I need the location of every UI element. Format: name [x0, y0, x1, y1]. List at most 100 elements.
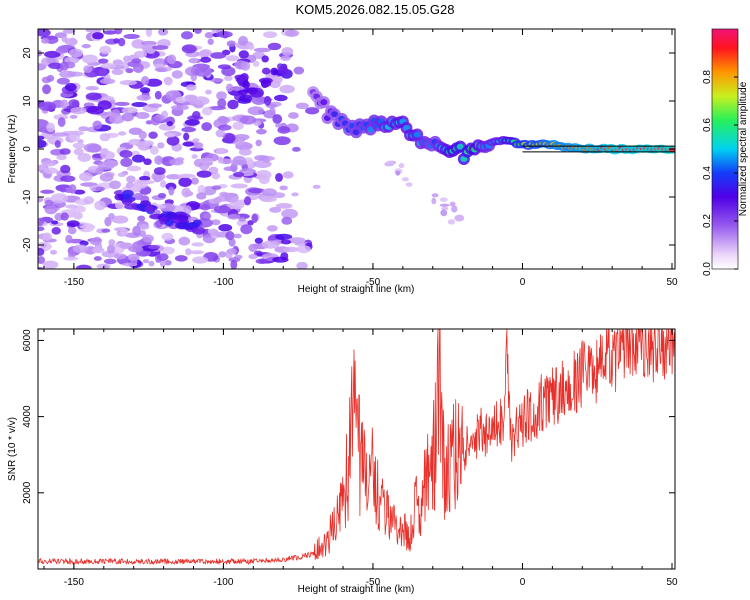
- spectrogram-noise-blob: [132, 225, 141, 236]
- snr-background: [38, 329, 675, 569]
- spectrogram-noise-blob: [211, 219, 221, 226]
- spectrogram-noise-blob: [114, 253, 127, 260]
- spectrogram-signal-core: [402, 124, 410, 131]
- spectrogram-ytick-label: 10: [22, 95, 33, 107]
- spectrogram-noise-blob: [100, 150, 115, 160]
- spectrogram-noise-blob: [111, 215, 129, 224]
- spectrogram-noise-blob: [57, 117, 66, 127]
- spectrogram-noise-blob: [157, 29, 169, 36]
- spectrogram-noise-blob: [120, 157, 133, 168]
- spectrogram-noise-blob: [154, 155, 163, 165]
- spectrogram-noise-blob: [135, 111, 150, 119]
- spectrogram-noise-blob: [209, 77, 224, 83]
- spectrogram-noise-blob: [121, 107, 138, 114]
- spectrogram-noise-blob: [131, 39, 145, 49]
- spectrogram-tail-blob: [405, 182, 413, 187]
- spectrogram-noise-blob: [150, 115, 161, 126]
- spectrogram-noise-blob: [192, 256, 209, 264]
- spectrogram-noise-blob: [178, 236, 191, 246]
- spectrogram-tail-blob: [451, 205, 458, 213]
- spectrogram-noise-blob: [226, 202, 245, 210]
- snr-ytick-label: 6000: [22, 329, 33, 352]
- spectrogram-ytick-label: -20: [22, 237, 33, 252]
- spectrogram-tail-blob: [431, 197, 437, 205]
- spectrogram-noise-blob: [164, 259, 172, 266]
- spectrogram-noise-blob: [91, 247, 105, 254]
- spectrogram-noise-blob: [42, 260, 59, 269]
- spectrogram-noise-blob: [41, 37, 50, 44]
- snr-plot-area: [38, 329, 675, 566]
- spectrogram-noise-blob: [104, 258, 117, 265]
- spectrogram-noise-blob: [217, 124, 232, 131]
- spectrogram-noise-blob: [129, 185, 142, 193]
- spectrogram-noise-blob: [193, 142, 204, 149]
- spectrogram-noise-blob: [225, 55, 240, 62]
- spectrogram-noise-blob: [142, 234, 154, 243]
- spectrogram-noise-blob: [70, 106, 87, 115]
- spectrogram-noise-blob: [281, 208, 299, 219]
- spectrogram-noise-blob: [247, 106, 265, 116]
- spectrogram-noise-blob: [199, 49, 212, 57]
- spectrogram-noise-blob: [275, 172, 283, 182]
- spectrogram-noise-blob: [104, 216, 112, 227]
- spectrogram-noise-blob: [137, 179, 155, 185]
- spectrogram-noise-blob: [240, 61, 251, 71]
- spectrogram-signal-core: [456, 143, 464, 150]
- spectrogram-noise-blob: [266, 225, 278, 232]
- spectrogram-noise-blob: [75, 264, 92, 269]
- spectrogram-noise-blob: [82, 54, 98, 64]
- spectrogram-noise-blob: [43, 167, 58, 174]
- spectrogram-noise-blob: [79, 224, 96, 230]
- colorbar-tick-label: 0.6: [702, 118, 713, 132]
- spectrogram-band-blob: [175, 221, 191, 230]
- spectrogram-noise-blob: [149, 145, 159, 155]
- spectrogram-noise-blob: [63, 256, 79, 261]
- spectrogram-cluster-blob: [263, 95, 272, 106]
- spectrogram-band-blob: [191, 226, 206, 235]
- spectrogram-cluster-blob: [270, 67, 278, 76]
- spectrogram-noise-blob: [254, 237, 263, 244]
- spectrogram-noise-blob: [68, 48, 83, 58]
- spectrogram-noise-blob: [145, 29, 153, 37]
- spectrogram-noise-blob: [232, 171, 245, 178]
- spectrogram-noise-blob: [232, 121, 244, 130]
- spectrogram-noise-blob: [72, 142, 86, 149]
- spectrogram-noise-blob: [114, 101, 130, 106]
- spectrogram-cluster-blob: [238, 50, 249, 59]
- spectrogram-noise-blob: [207, 38, 214, 45]
- snr-panel: -150 -100 -50 0 50 2000 4000 6000 Height of str…: [7, 328, 678, 595]
- spectrogram-noise-blob: [38, 196, 44, 203]
- spectrogram-tail-blob: [431, 193, 439, 198]
- spectrogram-noise-blob: [192, 138, 200, 143]
- spectrogram-noise-blob: [139, 230, 147, 237]
- spectrogram-noise-blob: [217, 98, 227, 109]
- spectrogram-noise-blob: [85, 92, 102, 101]
- spectrogram-noise-blob: [102, 159, 119, 168]
- spectrogram-noise-blob: [38, 247, 45, 256]
- spectrogram-noise-blob: [60, 164, 71, 174]
- spectrogram-noise-blob: [122, 55, 131, 63]
- snr-xtick-label: -100: [213, 577, 233, 588]
- spectrogram-noise-blob: [200, 56, 212, 63]
- spectrogram-noise-blob: [138, 130, 147, 140]
- spectrogram-noise-blob: [78, 126, 89, 132]
- spectrogram-noise-blob: [168, 186, 175, 196]
- spectrogram-noise-blob: [282, 246, 299, 253]
- spectrogram-signal-core: [413, 131, 421, 138]
- spectrogram-noise-blob: [295, 102, 309, 110]
- spectrogram-noise-blob: [280, 239, 292, 245]
- spectrogram-noise-blob: [134, 50, 148, 58]
- spectrogram-noise-blob: [237, 35, 249, 46]
- colorbar-axes: 0.0 0.2 0.4 0.6 0.8: [702, 28, 739, 276]
- spectrogram-band-blob: [122, 198, 133, 206]
- spectrogram-noise-blob: [224, 133, 236, 143]
- spectrogram-noise-blob: [227, 99, 239, 110]
- spectrogram-xtick-label: -150: [64, 277, 84, 288]
- spectrogram-noise-blob: [46, 74, 55, 82]
- spectrogram-noise-blob: [288, 237, 306, 244]
- spectrogram-noise-blob: [101, 228, 111, 233]
- spectrogram-noise-blob: [77, 139, 84, 144]
- spectrogram-noise-blob: [41, 160, 57, 167]
- spectrogram-noise-blob: [40, 189, 55, 194]
- snr-xlabel: Height of straight line (km): [298, 584, 415, 595]
